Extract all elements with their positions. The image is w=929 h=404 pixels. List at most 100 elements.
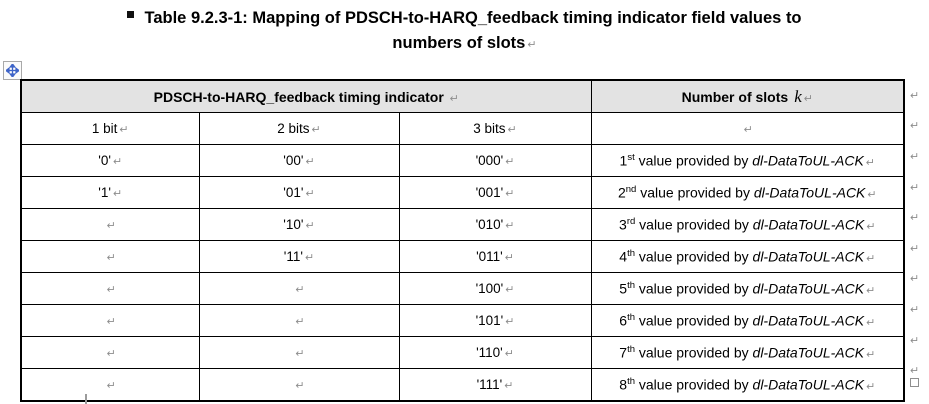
pilcrow-mark: ↵	[305, 156, 315, 168]
bit1-cell[interactable]: ↵	[20, 304, 200, 337]
pilcrow-mark: ↵	[106, 220, 116, 232]
bit1-cell[interactable]: ↵	[20, 272, 200, 305]
table-header-row: PDSCH-to-HARQ_feedback timing indicator …	[20, 79, 905, 113]
bit3-cell[interactable]: '010' ↵	[398, 208, 592, 241]
bit2-cell[interactable]: ↵	[198, 304, 400, 337]
table-row: ↵ ↵ '101' ↵ 6th value provided by dl-Data…	[20, 304, 905, 337]
pilcrow-mark: ↵	[910, 120, 920, 133]
bit3-cell[interactable]: '000' ↵	[398, 144, 592, 177]
pilcrow-mark: ↵	[743, 124, 753, 136]
pilcrow-mark: ↵	[910, 303, 920, 316]
k-symbol: k	[794, 86, 802, 106]
bit2-cell[interactable]: ↵	[198, 368, 400, 402]
pilcrow-mark: ↵	[910, 181, 920, 194]
bit2-cell[interactable]: ↵	[198, 336, 400, 369]
pilcrow-mark: ↵	[295, 380, 305, 392]
list-bullet-icon	[127, 11, 135, 18]
table-resize-handle[interactable]	[910, 378, 919, 387]
pilcrow-mark: ↵	[866, 380, 876, 393]
table-caption[interactable]: Table 9.2.3-1: Mapping of PDSCH-to-HARQ_…	[0, 6, 929, 58]
pilcrow-mark: ↵	[119, 124, 129, 136]
bit1-cell[interactable]: ↵	[20, 208, 200, 241]
caption-text-1: Table 9.2.3-1: Mapping of PDSCH-to-HARQ_…	[144, 9, 802, 27]
pilcrow-mark: ↵	[504, 380, 514, 392]
caption-line-2[interactable]: numbers of slots ↵	[0, 31, 929, 58]
bit1-cell[interactable]: '1' ↵	[20, 176, 200, 209]
rrc-parameter: dl-DataToUL-ACK	[752, 312, 865, 329]
bit3-cell[interactable]: '101' ↵	[398, 304, 592, 337]
pilcrow-mark: ↵	[527, 39, 537, 51]
group-header-label: PDSCH-to-HARQ_feedback timing indicator	[153, 88, 444, 105]
slots-header-cell[interactable]: Number of slots k ↵	[590, 79, 905, 113]
bit1-cell[interactable]: '0' ↵	[20, 144, 200, 177]
pilcrow-mark: ↵	[112, 188, 123, 200]
pilcrow-mark: ↵	[305, 220, 315, 232]
rrc-parameter: dl-DataToUL-ACK	[752, 376, 865, 393]
empty-cell[interactable]: ↵	[590, 112, 905, 145]
bit-header-cell[interactable]: 1 bit ↵	[20, 112, 200, 145]
bit2-cell[interactable]: ↵	[198, 272, 400, 305]
pilcrow-mark: ↵	[507, 124, 517, 136]
group-header-cell[interactable]: PDSCH-to-HARQ_feedback timing indicator …	[20, 79, 592, 113]
pilcrow-mark: ↵	[112, 156, 123, 168]
bit2-cell[interactable]: '11' ↵	[198, 240, 400, 273]
slots-value-cell[interactable]: 7th value provided by dl-DataToUL-ACK ↵	[590, 336, 905, 369]
bit3-cell[interactable]: '011' ↵	[398, 240, 592, 273]
bit3-cell[interactable]: '110' ↵	[398, 336, 592, 369]
bit1-cell[interactable]: ↵	[20, 240, 200, 273]
slots-value-cell[interactable]: 2nd value provided by dl-DataToUL-ACK ↵	[590, 176, 905, 209]
pilcrow-mark: ↵	[910, 89, 920, 102]
table-row: '0' ↵ '00' ↵ '000' ↵ 1st value provided by …	[20, 144, 905, 177]
pilcrow-mark: ↵	[304, 252, 315, 264]
pilcrow-mark: ↵	[866, 316, 876, 329]
bit-header-cell[interactable]: 2 bits ↵	[198, 112, 400, 145]
pilcrow-mark: ↵	[295, 316, 305, 328]
slots-value-cell[interactable]: 1st value provided by dl-DataToUL-ACK ↵	[590, 144, 905, 177]
table-row: ↵ '10' ↵ '010' ↵ 3rd value provided by dl-…	[20, 208, 905, 241]
table-row: ↵ '11' ↵ '011' ↵ 4th value provided by dl-…	[20, 240, 905, 273]
bit-header-cell[interactable]: 3 bits ↵	[398, 112, 592, 145]
pilcrow-mark: ↵	[295, 348, 305, 360]
bit3-cell[interactable]: '001' ↵	[398, 176, 592, 209]
pilcrow-mark: ↵	[910, 212, 920, 225]
slots-value-cell[interactable]: 4th value provided by dl-DataToUL-ACK ↵	[590, 240, 905, 273]
slots-value-cell[interactable]: 8th value provided by dl-DataToUL-ACK ↵	[590, 368, 905, 402]
pilcrow-mark: ↵	[865, 156, 876, 169]
pilcrow-mark: ↵	[106, 284, 116, 296]
bit3-cell[interactable]: '100' ↵	[398, 272, 592, 305]
pilcrow-mark: ↵	[106, 316, 116, 328]
rrc-parameter: dl-DataToUL-ACK	[752, 248, 865, 265]
slots-value-cell[interactable]: 3rd value provided by dl-DataToUL-ACK ↵	[590, 208, 905, 241]
pilcrow-mark: ↵	[910, 273, 920, 286]
pilcrow-mark: ↵	[505, 220, 515, 232]
pilcrow-mark: ↵	[910, 365, 920, 378]
table-row: ↵ ↵ '110' ↵ 7th value provided by dl-Data…	[20, 336, 905, 369]
bit2-cell[interactable]: '01' ↵	[198, 176, 400, 209]
pilcrow-mark: ↵	[106, 252, 116, 264]
pilcrow-mark: ↵	[295, 284, 305, 296]
table-row: ↵ ↵ '111' ↵ 8th value provided by dl-Data…	[20, 368, 905, 402]
bit3-cell[interactable]: '111' ↵	[398, 368, 592, 402]
slots-value-cell[interactable]: 6th value provided by dl-DataToUL-ACK ↵	[590, 304, 905, 337]
pilcrow-mark: ↵	[505, 316, 515, 328]
pilcrow-mark: ↵	[910, 242, 920, 255]
bit2-cell[interactable]: '10' ↵	[198, 208, 400, 241]
pilcrow-mark: ↵	[449, 92, 459, 105]
table-row: ↵ ↵ '100' ↵ 5th value provided by dl-Data…	[20, 272, 905, 305]
caption-line-1[interactable]: Table 9.2.3-1: Mapping of PDSCH-to-HARQ_…	[0, 6, 929, 31]
table-move-handle[interactable]	[3, 61, 22, 80]
bit2-cell[interactable]: '00' ↵	[198, 144, 400, 177]
rrc-parameter: dl-DataToUL-ACK	[752, 344, 865, 361]
caption-text-2: numbers of slots	[392, 34, 526, 52]
pilcrow-mark: ↵	[106, 380, 116, 392]
bit1-cell[interactable]: ↵	[20, 336, 200, 369]
table-row: '1' ↵ '01' ↵ '001' ↵ 2nd value provided by …	[20, 176, 905, 209]
pilcrow-mark: ↵	[106, 348, 116, 360]
slots-header-label: Number of slots	[681, 88, 789, 105]
pilcrow-mark: ↵	[505, 188, 515, 200]
bit1-cell[interactable]: ↵	[20, 368, 200, 402]
end-of-row-marks: ↵ ↵ ↵ ↵ ↵ ↵ ↵ ↵ ↵ ↵	[908, 80, 926, 386]
slots-value-cell[interactable]: 5th value provided by dl-DataToUL-ACK ↵	[590, 272, 905, 305]
rrc-parameter: dl-DataToUL-ACK	[752, 216, 865, 233]
